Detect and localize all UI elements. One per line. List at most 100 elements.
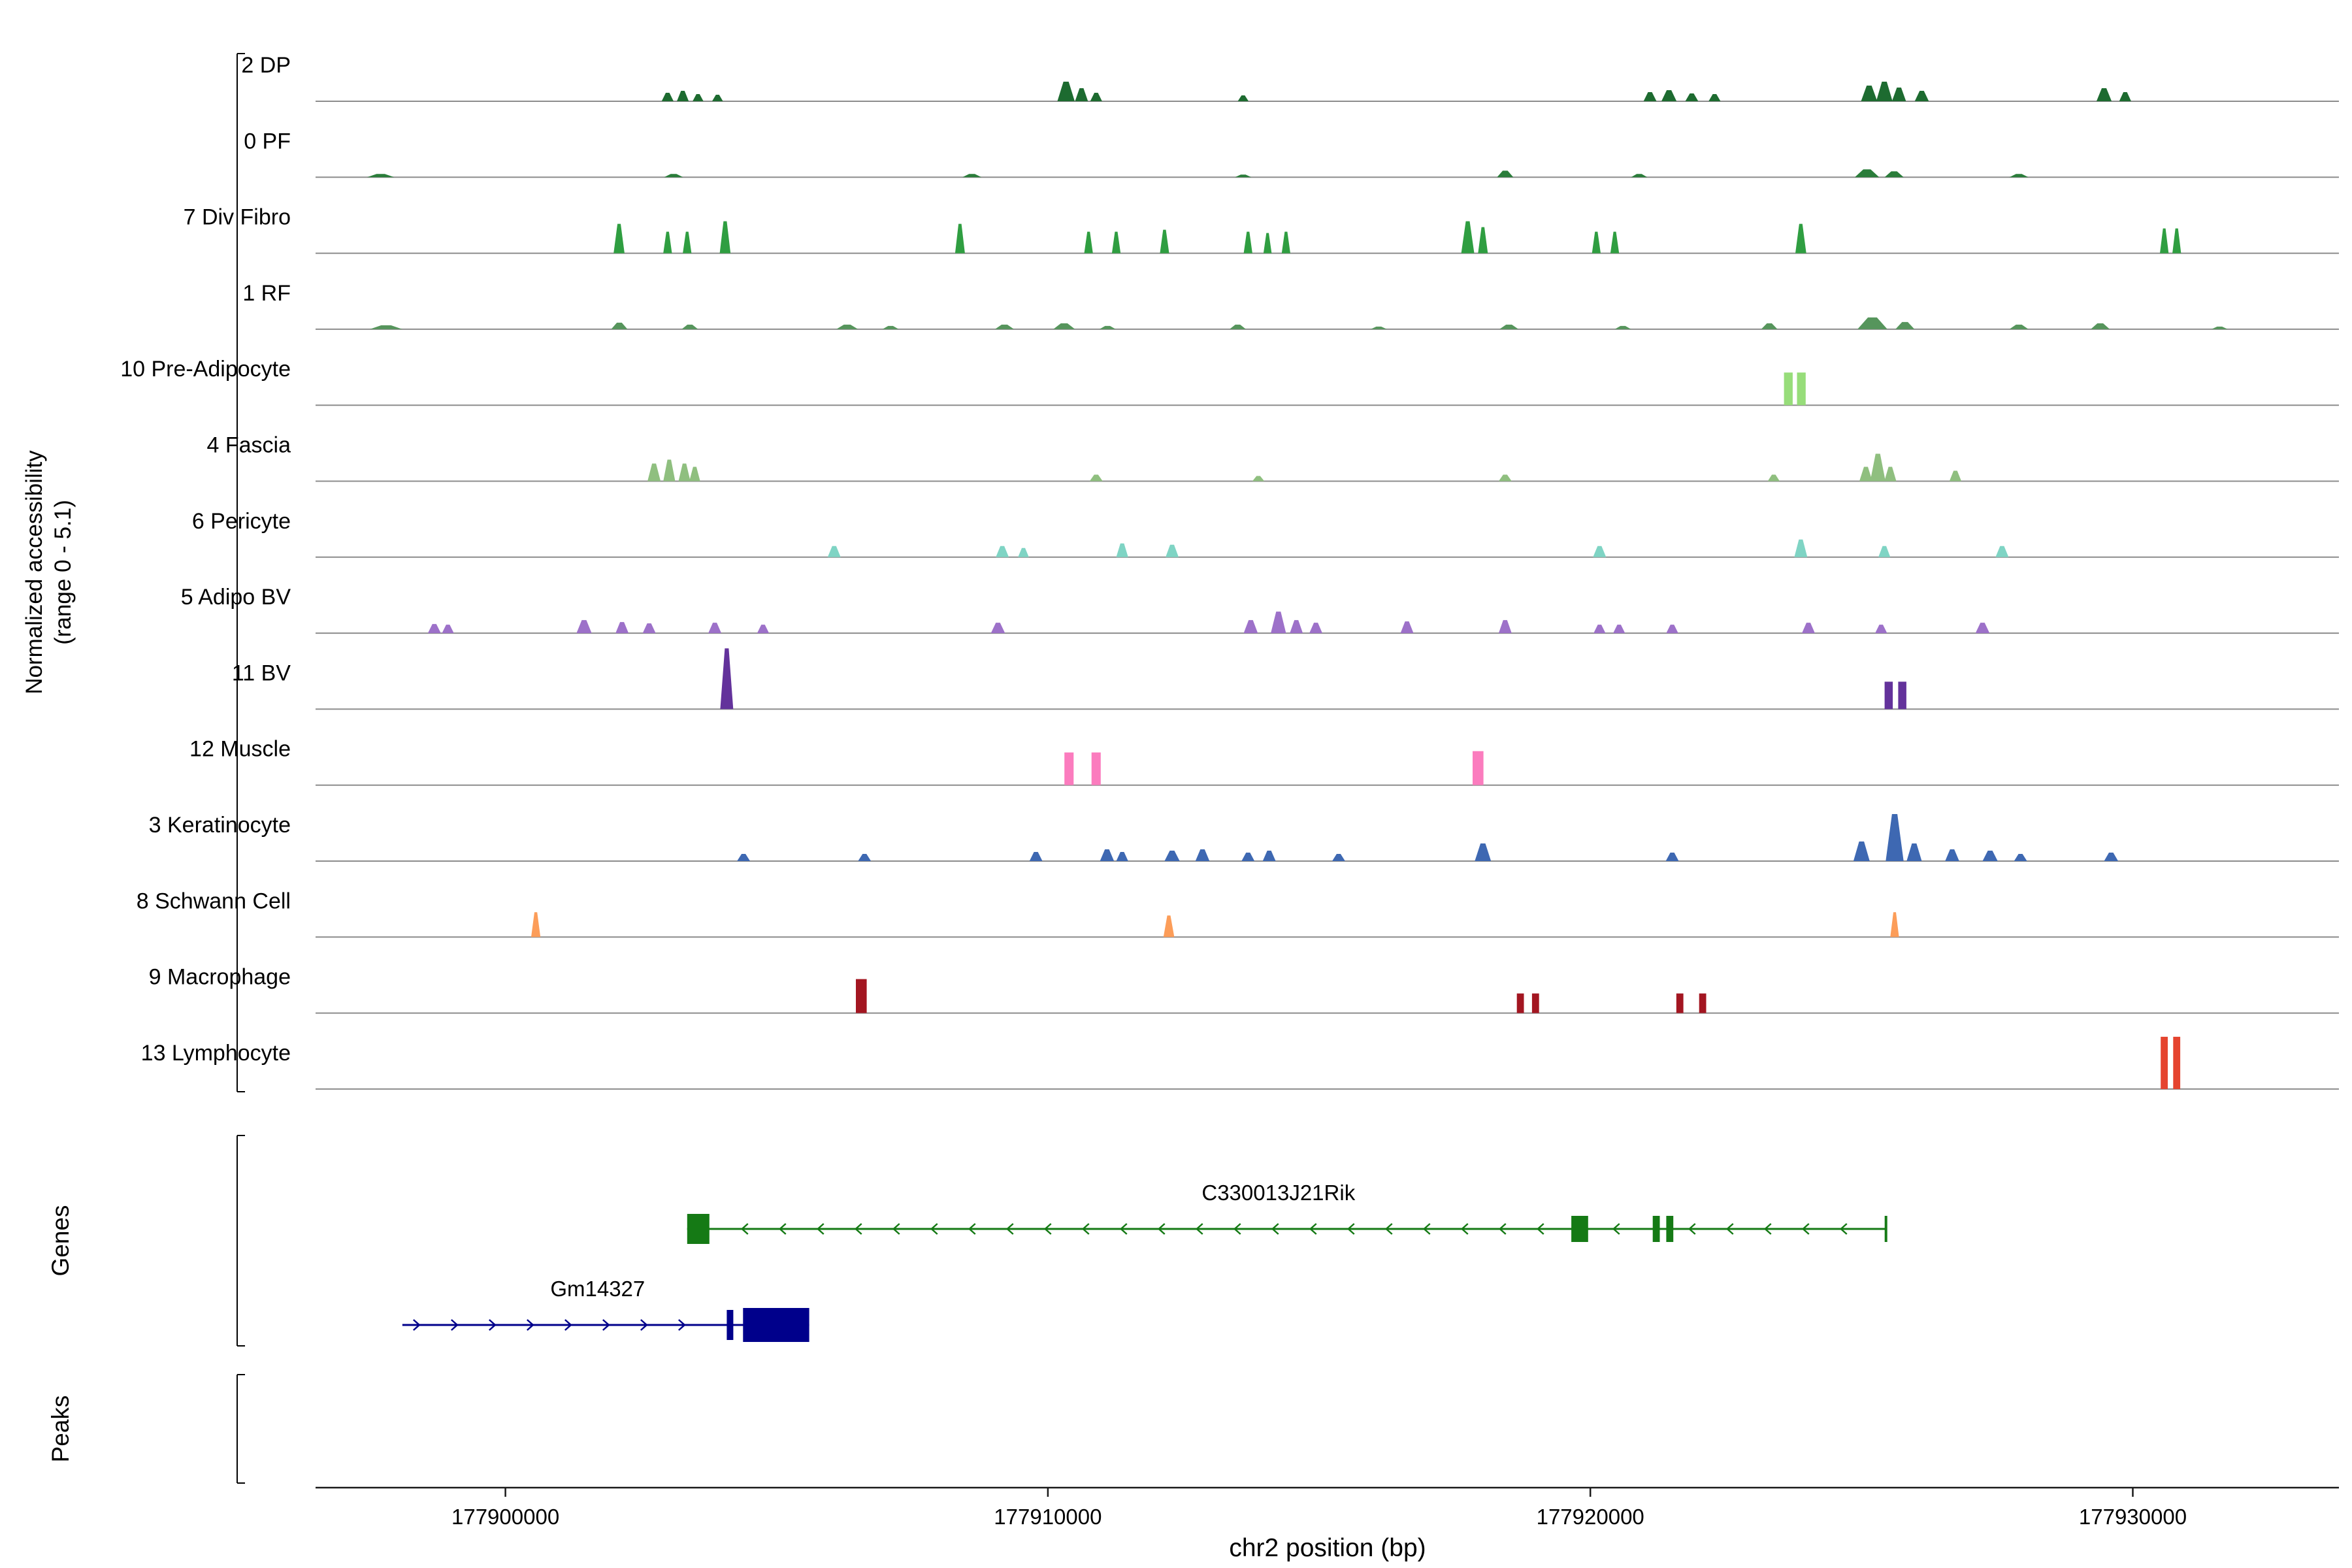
signal-peak bbox=[1111, 231, 1121, 253]
signal-peak bbox=[663, 459, 676, 482]
signal-peak bbox=[1091, 752, 1101, 785]
signal-peak bbox=[427, 624, 441, 634]
gene-Gm14327: Gm14327 bbox=[402, 1277, 809, 1342]
gene-exon bbox=[1666, 1216, 1674, 1242]
signal-peak bbox=[1241, 853, 1255, 861]
strand-arrow bbox=[1233, 1223, 1241, 1235]
track-row-0-pf: 0 PF bbox=[244, 129, 2339, 178]
signal-peak bbox=[2014, 854, 2027, 861]
track-row-10-pre-adipocyte: 10 Pre-Adipocyte bbox=[120, 357, 2339, 406]
signal-peak bbox=[1243, 620, 1258, 634]
signal-peak bbox=[678, 463, 691, 482]
strand-arrow bbox=[1498, 1223, 1507, 1235]
track-row-13-lymphocyte: 13 Lymphocyte bbox=[141, 1036, 2339, 1090]
signal-peak bbox=[1592, 231, 1601, 253]
signal-peak bbox=[1498, 620, 1512, 634]
signal-peak bbox=[1029, 852, 1043, 861]
strand-arrow bbox=[640, 1319, 648, 1331]
track-row-7-div-fibro: 7 Div Fibro bbox=[184, 205, 2339, 254]
signal-peak bbox=[367, 174, 395, 178]
signal-peak bbox=[1891, 88, 1906, 101]
signal-peak bbox=[1861, 86, 1878, 101]
signal-peak bbox=[1252, 476, 1265, 482]
track-label: 11 BV bbox=[232, 661, 291, 685]
signal-peak bbox=[836, 324, 858, 329]
strand-arrow bbox=[1119, 1223, 1128, 1235]
strand-arrow bbox=[451, 1319, 459, 1331]
gene-C330013J21Rik: C330013J21Rik bbox=[687, 1181, 1887, 1244]
gene-end-tick bbox=[1884, 1216, 1887, 1242]
strand-arrow bbox=[413, 1319, 421, 1331]
signal-peak bbox=[1767, 474, 1780, 482]
signal-peak bbox=[2173, 1036, 2181, 1089]
genes-axis-bracket bbox=[237, 1135, 245, 1347]
signal-peak bbox=[994, 324, 1014, 329]
signal-peak bbox=[856, 979, 867, 1013]
signal-peak bbox=[2160, 228, 2169, 253]
strand-arrow bbox=[564, 1319, 572, 1331]
strand-arrow bbox=[1384, 1223, 1393, 1235]
signal-peak bbox=[1116, 852, 1128, 861]
signal-peak bbox=[955, 223, 965, 253]
signal-peak bbox=[1263, 233, 1272, 253]
gene-exon bbox=[1571, 1216, 1588, 1242]
signal-peak bbox=[1516, 993, 1524, 1013]
signal-peak bbox=[693, 94, 704, 101]
strand-arrow bbox=[1157, 1223, 1166, 1235]
signal-peak bbox=[611, 322, 628, 329]
strand-arrow bbox=[1043, 1223, 1052, 1235]
signal-peak bbox=[1195, 849, 1210, 861]
signal-peak bbox=[711, 95, 723, 101]
signal-peak bbox=[1614, 325, 1631, 329]
x-axis: 177900000 177910000 177920000 177930000 bbox=[316, 1486, 2339, 1529]
signal-peak bbox=[1610, 231, 1620, 253]
signal-peak bbox=[1795, 223, 1806, 253]
track-row-1-rf: 1 RF bbox=[242, 281, 2339, 330]
signal-peak bbox=[642, 623, 656, 634]
track-label: 2 DP bbox=[241, 53, 291, 78]
signal-peak bbox=[1643, 92, 1657, 101]
track-row-11-bv: 11 BV bbox=[232, 648, 2339, 710]
track-row-6-pericyte: 6 Pericyte bbox=[192, 509, 2339, 558]
signal-peak bbox=[370, 325, 402, 329]
signal-peak bbox=[1708, 94, 1721, 101]
signal-peak bbox=[1898, 681, 1906, 710]
strand-arrow bbox=[1839, 1223, 1848, 1235]
signal-peak bbox=[1853, 841, 1870, 861]
signal-peak bbox=[664, 174, 683, 178]
signal-peak bbox=[1461, 221, 1475, 253]
signal-peak bbox=[1797, 372, 1806, 406]
x-axis-tick-label: 177910000 bbox=[994, 1505, 1102, 1529]
strand-arrow bbox=[1005, 1223, 1014, 1235]
signal-peak bbox=[1665, 853, 1679, 861]
track-label: 8 Schwann Cell bbox=[137, 889, 291, 913]
signal-peak bbox=[683, 231, 692, 253]
track-label: 1 RF bbox=[242, 281, 291, 306]
signal-peak bbox=[663, 231, 672, 253]
signal-peak bbox=[2009, 324, 2029, 329]
signal-peak bbox=[1802, 623, 1815, 634]
signal-peak bbox=[1262, 851, 1276, 861]
signal-peak bbox=[1884, 171, 1904, 178]
signal-peak bbox=[1309, 623, 1322, 634]
signal-peak bbox=[1870, 453, 1886, 482]
signal-peak bbox=[1164, 851, 1180, 861]
track-row-3-keratinocyte: 3 Keratinocyte bbox=[149, 813, 2339, 862]
signal-peak bbox=[1271, 612, 1286, 634]
x-axis-tick-label: 177900000 bbox=[451, 1505, 559, 1529]
signal-peak bbox=[531, 912, 541, 938]
track-row-9-macrophage: 9 Macrophage bbox=[149, 965, 2339, 1014]
gene-exon bbox=[1652, 1216, 1660, 1242]
signal-peak bbox=[442, 625, 454, 634]
signal-peak bbox=[576, 620, 592, 634]
strand-arrow bbox=[1460, 1223, 1469, 1235]
signal-peak bbox=[1099, 325, 1116, 329]
strand-arrow bbox=[930, 1223, 938, 1235]
signal-peak bbox=[858, 854, 872, 861]
signal-peak bbox=[1057, 82, 1075, 101]
signal-peak bbox=[1613, 625, 1625, 634]
strand-arrow bbox=[816, 1223, 825, 1235]
signal-peak bbox=[1332, 854, 1345, 861]
signal-peak bbox=[1531, 993, 1539, 1013]
